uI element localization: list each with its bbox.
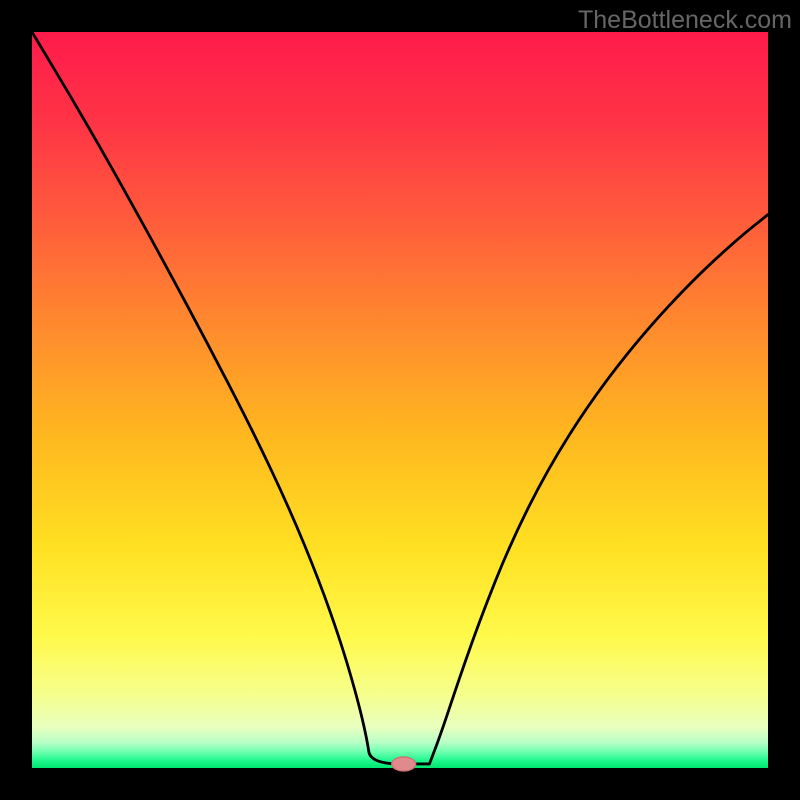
plot-area [32,32,768,768]
optimum-marker [392,757,416,771]
chart-svg [0,0,800,800]
chart-stage: TheBottleneck.com [0,0,800,800]
watermark-text: TheBottleneck.com [578,6,792,35]
